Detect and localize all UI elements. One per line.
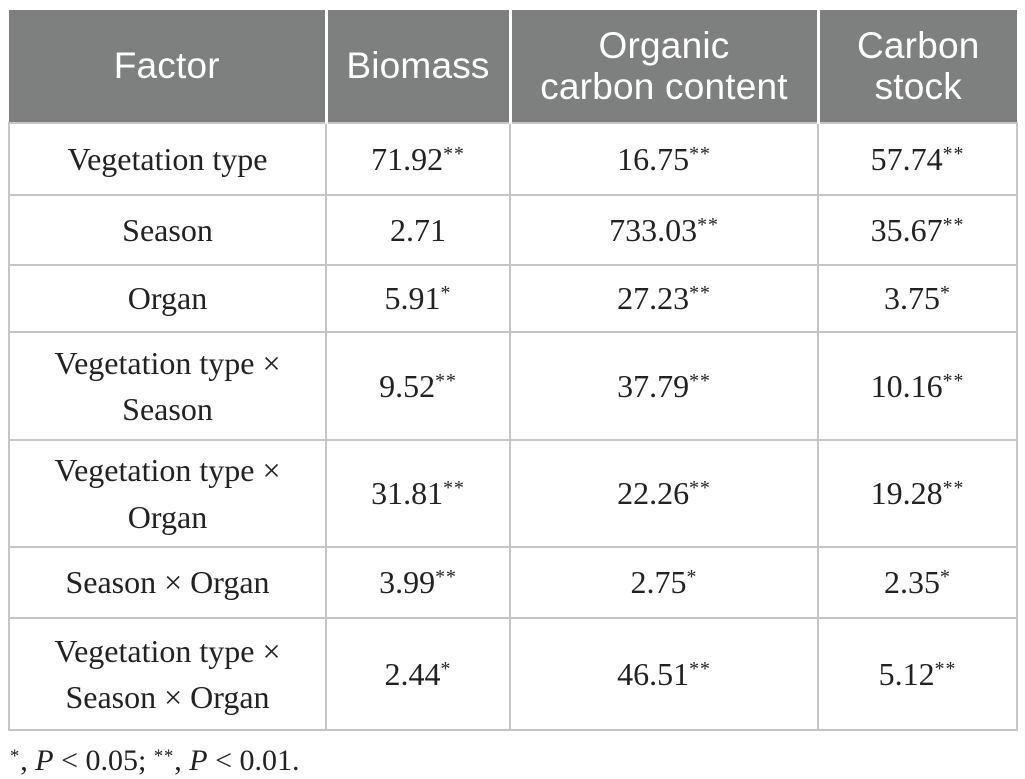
footnote: *, P < 0.05; **, P < 0.01. — [10, 744, 1025, 778]
significance-stars: * — [10, 746, 21, 768]
organic-carbon-content-value-cell: 46.51** — [509, 617, 819, 731]
f-value: 3.75 — [884, 280, 941, 317]
significance-stars: ** — [689, 657, 711, 680]
carbon-stock-value-cell: 2.35* — [817, 546, 1018, 619]
carbon-stock-value-cell: 3.75* — [817, 264, 1018, 333]
f-value: 5.91 — [384, 280, 441, 317]
biomass-value-cell: 2.71 — [325, 194, 511, 266]
factor-cell: Organ — [8, 264, 327, 333]
carbon-stock-value-cell: 35.67** — [817, 194, 1018, 266]
significance-stars: ** — [689, 282, 711, 305]
carbon-stock-value-cell: 5.12** — [817, 617, 1018, 731]
factor-cell: Vegetation type — [8, 122, 327, 196]
significance-stars: ** — [697, 213, 719, 236]
factor-cell: Season × Organ — [8, 546, 327, 619]
f-value: 2.71 — [390, 211, 446, 248]
footnote-text: , — [174, 744, 190, 777]
f-value: 71.92 — [371, 140, 444, 177]
f-value: 733.03 — [609, 211, 698, 248]
biomass-value-cell: 31.81** — [325, 439, 511, 548]
carbon-stock-value-cell: 19.28** — [817, 439, 1018, 548]
significance-stars: * — [940, 282, 951, 305]
significance-stars: ** — [942, 213, 965, 236]
factor-cell: Vegetation type × Season × Organ — [8, 617, 327, 731]
f-value: 35.67 — [870, 211, 943, 248]
organic-carbon-content-value-cell: 27.23** — [509, 264, 819, 333]
f-value: 57.74 — [870, 140, 943, 177]
f-value: 31.81 — [371, 475, 444, 512]
significance-stars: ** — [942, 477, 965, 500]
f-value: 5.12 — [878, 655, 935, 692]
f-value: 2.75 — [630, 564, 687, 601]
significance-stars: ** — [942, 142, 965, 165]
f-value: 22.26 — [617, 475, 690, 512]
significance-stars: * — [440, 282, 452, 305]
organic-carbon-content-value-cell: 2.75* — [509, 546, 819, 619]
table-row: Vegetation type 71.92** 16.75** 57.74** — [8, 122, 1018, 196]
table-row: Vegetation type × Season × Organ 2.44* 4… — [8, 617, 1018, 731]
table-row: Vegetation type × Organ 31.81** 22.26** … — [8, 439, 1018, 548]
carbon-stock-value-cell: 10.16** — [817, 331, 1018, 441]
significance-stars: ** — [689, 142, 711, 165]
significance-stars: ** — [689, 369, 711, 392]
table-row: Season 2.71 733.03** 35.67** — [8, 194, 1018, 266]
column-header-carbon-stock: Carbon stock — [816, 10, 1017, 123]
f-value: 3.99 — [379, 564, 436, 601]
organic-carbon-content-value-cell: 733.03** — [509, 194, 819, 266]
biomass-value-cell: 3.99** — [325, 546, 511, 619]
table-row: Season × Organ 3.99** 2.75* 2.35* — [8, 546, 1018, 619]
significance-stars: ** — [689, 477, 711, 500]
header-row: Factor Biomass Organic carbon content Ca… — [9, 10, 1017, 123]
f-value: 9.52 — [379, 367, 436, 404]
f-value: 16.75 — [617, 140, 690, 177]
significance-stars: * — [440, 657, 452, 680]
significance-stars: * — [686, 566, 698, 589]
biomass-value-cell: 2.44* — [325, 617, 511, 731]
p-symbol: P — [189, 744, 208, 777]
biomass-value-cell: 9.52** — [325, 331, 511, 441]
significance-stars: * — [940, 566, 951, 589]
f-value: 2.35 — [884, 564, 941, 601]
f-value: 10.16 — [870, 367, 943, 404]
f-value: 19.28 — [870, 475, 943, 512]
biomass-value-cell: 5.91* — [325, 264, 511, 333]
significance-stars: ** — [934, 657, 957, 680]
factor-cell: Season — [8, 194, 327, 266]
significance-stars: ** — [942, 369, 965, 392]
biomass-value-cell: 71.92** — [325, 122, 511, 196]
f-value: 46.51 — [617, 655, 690, 692]
significance-stars: ** — [435, 566, 457, 589]
column-header-factor: Factor — [9, 10, 328, 123]
table-row: Organ 5.91* 27.23** 3.75* — [8, 264, 1018, 333]
footnote-text: < 0.05; — [53, 744, 154, 777]
significance-stars: ** — [443, 142, 465, 165]
footnote-text: < 0.01. — [207, 744, 300, 777]
organic-carbon-content-value-cell: 22.26** — [509, 439, 819, 548]
factor-cell: Vegetation type × Season — [8, 331, 327, 441]
organic-carbon-content-value-cell: 16.75** — [509, 122, 819, 196]
column-header-biomass: Biomass — [324, 10, 512, 123]
significance-stars: ** — [435, 369, 457, 392]
significance-stars: ** — [153, 746, 175, 768]
significance-stars: ** — [443, 477, 465, 500]
column-header-organic-carbon-content: Organic carbon content — [508, 10, 820, 123]
anova-table: Factor Biomass Organic carbon content Ca… — [8, 10, 1018, 731]
f-value: 37.79 — [617, 367, 690, 404]
carbon-stock-value-cell: 57.74** — [817, 122, 1018, 196]
table-row: Vegetation type × Season 9.52** 37.79** … — [8, 331, 1018, 441]
organic-carbon-content-value-cell: 37.79** — [509, 331, 819, 441]
f-value: 2.44 — [384, 655, 441, 692]
f-value: 27.23 — [617, 280, 690, 317]
p-symbol: P — [35, 744, 54, 777]
footnote-text: , — [20, 744, 36, 777]
factor-cell: Vegetation type × Organ — [8, 439, 327, 548]
